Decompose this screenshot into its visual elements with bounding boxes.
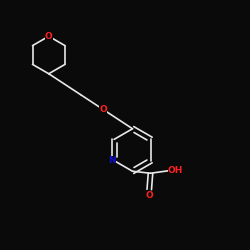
Text: N: N	[108, 156, 116, 165]
Text: O: O	[99, 105, 107, 114]
Text: O: O	[146, 190, 153, 200]
Text: O: O	[45, 32, 52, 41]
Text: OH: OH	[168, 166, 183, 175]
